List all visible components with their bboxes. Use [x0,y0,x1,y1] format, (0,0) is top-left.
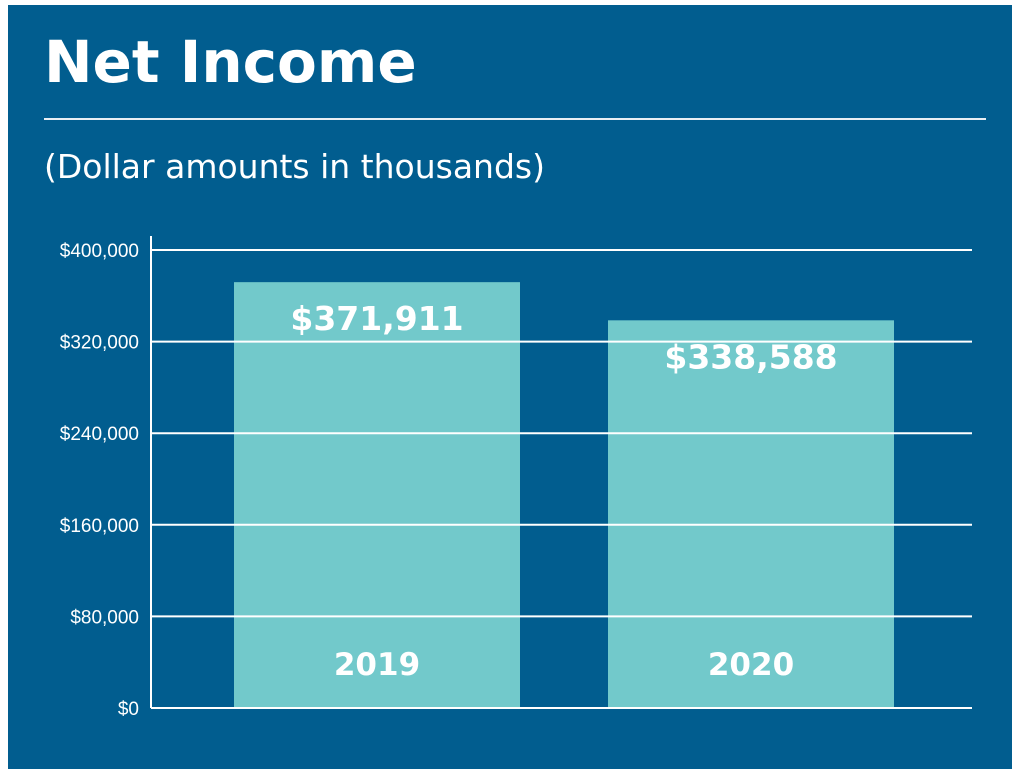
y-tick-label: $240,000 [60,424,139,445]
chart-subtitle: (Dollar amounts in thousands) [44,147,545,186]
y-tick-label: $0 [118,699,139,720]
category-label: 2020 [708,647,794,683]
y-tick-label: $400,000 [60,241,139,262]
data-label: $371,911 [290,299,463,338]
y-tick-label: $80,000 [70,607,139,628]
bar-2019 [234,282,520,708]
bar-2020 [608,320,894,708]
data-label: $338,588 [664,337,837,376]
title-divider [44,118,986,120]
y-tick-label: $160,000 [60,516,139,537]
category-label: 2019 [334,647,420,683]
chart-title: Net Income [44,28,417,96]
y-tick-label: $320,000 [60,333,139,354]
